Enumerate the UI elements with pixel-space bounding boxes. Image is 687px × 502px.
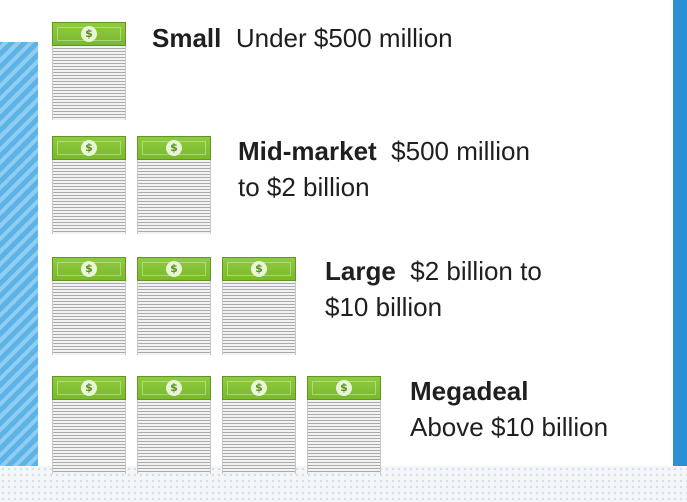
tier-name: Large: [325, 256, 396, 286]
money-stack-icon: $: [137, 376, 211, 474]
tier-range-continued: to $2 billion: [238, 172, 370, 202]
money-stack-icon: $: [222, 257, 296, 355]
money-stack-icon: $: [222, 376, 296, 474]
tier-mid-market-label: Mid-market $500 million to $2 billion: [238, 133, 530, 205]
money-stack-icon: $: [137, 257, 211, 355]
money-stack-icon: $: [52, 22, 126, 120]
tier-megadeal-label: Megadeal Above $10 billion: [410, 373, 608, 445]
tier-small-label: Small Under $500 million: [152, 20, 453, 56]
tier-name: Small: [152, 23, 222, 53]
tier-name: Megadeal: [410, 376, 529, 406]
left-decorative-strip: [0, 0, 38, 502]
tier-name: Mid-market: [238, 136, 377, 166]
tier-range-continued: $10 billion: [325, 292, 443, 322]
money-stack-icon: $: [307, 376, 381, 474]
money-stack-icon: $: [52, 376, 126, 474]
tier-range: Above $10 billion: [410, 412, 609, 442]
money-stack-icon: $: [137, 136, 211, 234]
tier-range: $2 billion to: [410, 256, 542, 286]
tier-range: $500 million: [391, 136, 530, 166]
right-decorative-strip: [673, 0, 687, 502]
money-stack-icon: $: [52, 257, 126, 355]
tier-large-label: Large $2 billion to $10 billion: [325, 253, 542, 325]
tier-range: Under $500 million: [235, 23, 453, 53]
money-stack-icon: $: [52, 136, 126, 234]
